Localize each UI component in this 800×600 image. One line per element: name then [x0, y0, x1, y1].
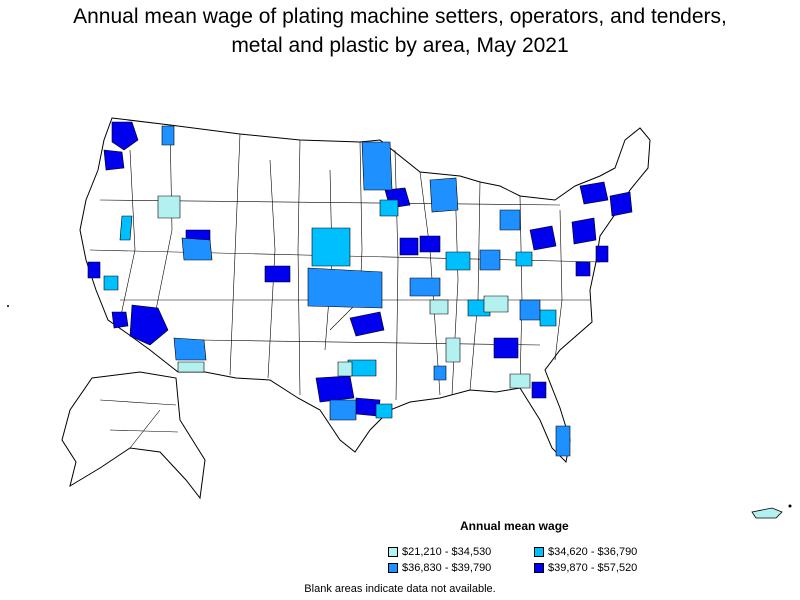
area-mo-s	[429, 299, 449, 315]
area-dc	[575, 261, 591, 277]
area-az	[173, 337, 207, 361]
area-nd	[361, 141, 393, 191]
area-phoenix	[129, 304, 169, 346]
legend-swatch-2	[534, 547, 544, 557]
legend-swatch-4	[534, 563, 544, 573]
alaska-outline	[61, 371, 206, 500]
area-tx-c	[329, 399, 357, 421]
legend-label-2: $34,620 - $36,790	[548, 546, 638, 558]
area-tx-s	[375, 403, 393, 419]
title-line-1: Annual mean wage of plating machine sett…	[73, 5, 727, 28]
area-ohio	[529, 225, 557, 251]
area-co	[311, 227, 351, 267]
area-chicago	[419, 235, 441, 253]
area-va	[539, 309, 557, 327]
area-kansas	[307, 267, 383, 309]
area-mi	[499, 209, 521, 231]
island-dot	[788, 504, 792, 508]
area-la	[111, 311, 129, 329]
legend-item-1: $21,210 - $34,530	[388, 546, 491, 558]
area-seattle	[111, 121, 139, 151]
area-atlanta	[493, 337, 519, 359]
area-dallas	[315, 375, 355, 403]
area-la-light	[337, 361, 353, 377]
map-title: Annual mean wage of plating machine sett…	[0, 2, 800, 60]
legend-item-2: $34,620 - $36,790	[534, 546, 637, 558]
area-denver	[264, 265, 291, 283]
footnote: Blank areas indicate data not available.	[304, 583, 496, 595]
area-sd	[379, 199, 399, 217]
legend-item-4: $39,870 - $57,520	[534, 562, 637, 574]
area-fl	[555, 425, 571, 457]
puerto-rico-outline	[751, 507, 783, 519]
area-oh-s	[515, 251, 533, 267]
island-dot	[7, 305, 9, 307]
area-pa	[571, 217, 597, 245]
area-wi	[429, 177, 459, 213]
legend-swatch-1	[388, 547, 398, 557]
area-wa-e	[161, 125, 175, 146]
area-sc	[519, 299, 541, 321]
area-in	[479, 249, 501, 271]
area-jax	[531, 381, 547, 399]
legend-item-3: $36,830 - $39,790	[388, 562, 491, 574]
area-ga-s	[509, 373, 531, 389]
wage-areas	[87, 121, 633, 457]
area-iowa	[399, 237, 419, 256]
area-nj	[595, 245, 609, 263]
area-ny	[579, 181, 609, 205]
legend-swatch-3	[388, 563, 398, 573]
area-portland	[103, 149, 125, 171]
legend-title: Annual mean wage	[460, 519, 569, 533]
legend-label-3: $36,830 - $39,790	[402, 562, 492, 574]
area-ar	[409, 277, 441, 297]
area-idaho	[181, 237, 213, 261]
legend-label-4: $39,870 - $57,520	[548, 562, 638, 574]
area-ok	[349, 311, 385, 337]
title-line-2: metal and plastic by area, May 2021	[231, 34, 569, 57]
legend-label-1: $21,210 - $34,530	[402, 546, 492, 558]
area-az-s	[177, 361, 205, 373]
area-or	[119, 215, 133, 241]
area-ne	[609, 191, 633, 217]
area-ne-light	[157, 195, 181, 219]
area-mo	[445, 251, 471, 271]
area-bay	[87, 261, 101, 279]
area-tn	[483, 295, 509, 313]
area-al	[445, 337, 461, 363]
area-ms	[433, 365, 447, 381]
alaska-borders	[99, 399, 179, 449]
area-ca-n	[103, 275, 119, 291]
